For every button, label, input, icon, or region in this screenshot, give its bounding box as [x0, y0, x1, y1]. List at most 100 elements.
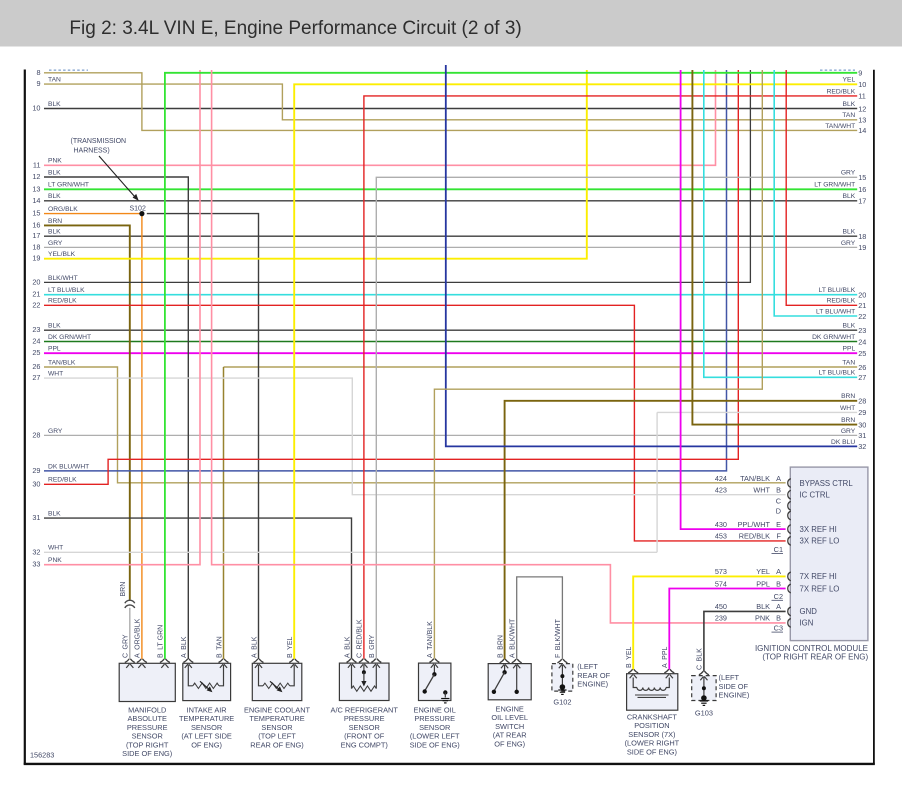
svg-text:BLK: BLK: [48, 169, 61, 176]
svg-text:B BRN: B BRN: [497, 635, 504, 658]
svg-text:18: 18: [32, 242, 40, 251]
svg-text:BLK: BLK: [756, 602, 770, 611]
svg-text:A BLK/WHT: A BLK/WHT: [510, 618, 517, 658]
svg-text:GRY: GRY: [841, 428, 856, 435]
svg-text:ENGINE): ENGINE): [577, 680, 608, 689]
svg-text:29: 29: [858, 408, 866, 417]
svg-text:3X REF HI: 3X REF HI: [800, 525, 837, 534]
svg-text:SENSOR: SENSOR: [419, 723, 450, 732]
svg-text:22: 22: [32, 300, 40, 309]
svg-text:13: 13: [858, 116, 866, 125]
svg-text:10: 10: [32, 104, 40, 113]
svg-text:PNK: PNK: [755, 614, 770, 623]
svg-text:27: 27: [858, 373, 866, 382]
svg-text:BLK: BLK: [48, 101, 61, 108]
svg-text:BLK: BLK: [843, 323, 856, 330]
svg-text:TAN: TAN: [842, 112, 855, 119]
svg-text:ABSOLUTE: ABSOLUTE: [127, 714, 166, 723]
svg-text:12: 12: [32, 172, 40, 181]
svg-text:RED/BLK: RED/BLK: [827, 88, 856, 95]
svg-text:LT GRN/WHT: LT GRN/WHT: [814, 182, 855, 189]
svg-text:TAN: TAN: [48, 77, 61, 84]
svg-text:14: 14: [858, 126, 866, 135]
svg-text:BLK: BLK: [843, 193, 856, 200]
svg-text:SIDE OF ENG): SIDE OF ENG): [122, 749, 172, 758]
svg-text:OIL LEVEL: OIL LEVEL: [491, 713, 528, 722]
svg-text:BLK: BLK: [843, 229, 856, 236]
svg-text:16: 16: [32, 220, 40, 229]
svg-text:F BLK/WHT: F BLK/WHT: [555, 618, 562, 658]
svg-text:(AT REAR: (AT REAR: [493, 731, 527, 740]
svg-text:9: 9: [858, 69, 862, 78]
svg-text:19: 19: [858, 243, 866, 252]
svg-text:11: 11: [858, 92, 866, 101]
svg-text:BLK: BLK: [48, 511, 61, 518]
svg-text:E: E: [776, 520, 781, 529]
svg-text:LT GRN/WHT: LT GRN/WHT: [48, 182, 89, 189]
svg-text:LT BLU/BLK: LT BLU/BLK: [48, 287, 85, 294]
svg-text:19: 19: [32, 254, 40, 263]
svg-text:SENSOR: SENSOR: [132, 732, 163, 741]
svg-text:8: 8: [36, 68, 40, 77]
svg-text:IC CTRL: IC CTRL: [800, 491, 831, 500]
svg-text:A: A: [776, 567, 781, 576]
svg-text:32: 32: [858, 442, 866, 451]
svg-text:C GRY: C GRY: [123, 634, 130, 658]
svg-text:C1: C1: [774, 545, 783, 554]
svg-text:SENSOR: SENSOR: [349, 723, 380, 732]
svg-text:SIDE OF: SIDE OF: [719, 682, 749, 691]
svg-text:G102: G102: [553, 698, 571, 707]
svg-text:16: 16: [858, 185, 866, 194]
svg-text:28: 28: [858, 397, 866, 406]
svg-text:INTAKE AIR: INTAKE AIR: [187, 706, 227, 715]
svg-text:REAR OF: REAR OF: [577, 671, 610, 680]
svg-text:MANIFOLD: MANIFOLD: [128, 706, 166, 715]
svg-text:BYPASS CTRL: BYPASS CTRL: [800, 479, 854, 488]
svg-text:ENGINE: ENGINE: [496, 705, 524, 714]
svg-text:RED/BLK: RED/BLK: [739, 532, 770, 541]
svg-text:G103: G103: [695, 709, 713, 718]
svg-text:PPL: PPL: [756, 579, 770, 588]
svg-text:IGN: IGN: [800, 619, 814, 628]
svg-text:YEL: YEL: [756, 567, 770, 576]
svg-text:SENSOR (7X): SENSOR (7X): [628, 730, 675, 739]
svg-text:450: 450: [715, 602, 727, 611]
svg-text:B YEL: B YEL: [626, 646, 633, 668]
svg-text:A/C REFRIGERANT: A/C REFRIGERANT: [331, 706, 399, 715]
svg-text:7X REF HI: 7X REF HI: [800, 572, 837, 581]
svg-text:22: 22: [858, 312, 866, 321]
svg-text:13: 13: [32, 184, 40, 193]
svg-text:F: F: [777, 532, 782, 541]
svg-text:21: 21: [32, 290, 40, 299]
svg-text:A BLK: A BLK: [251, 636, 258, 658]
svg-text:A PPL: A PPL: [662, 646, 669, 668]
svg-text:HARNESS): HARNESS): [74, 147, 110, 154]
svg-text:C2: C2: [774, 592, 783, 601]
svg-text:B: B: [776, 579, 781, 588]
svg-text:(LEFT: (LEFT: [577, 662, 598, 671]
svg-text:PPL: PPL: [48, 346, 61, 353]
svg-text:LT BLU/BLK: LT BLU/BLK: [819, 370, 856, 377]
svg-text:11: 11: [33, 160, 41, 169]
svg-text:14: 14: [32, 196, 40, 205]
svg-text:17: 17: [32, 231, 40, 240]
svg-text:(LEFT: (LEFT: [719, 673, 740, 682]
svg-text:ORG/BLK: ORG/BLK: [48, 206, 78, 213]
svg-text:PRESSURE: PRESSURE: [127, 723, 168, 732]
svg-text:453: 453: [715, 532, 727, 541]
svg-text:PRESSURE: PRESSURE: [414, 714, 455, 723]
svg-text:26: 26: [858, 363, 866, 372]
svg-text:OF ENG): OF ENG): [494, 739, 525, 748]
svg-text:C RED/BLK: C RED/BLK: [357, 619, 364, 658]
svg-text:GRY: GRY: [841, 170, 856, 177]
svg-text:DK GRN/WHT: DK GRN/WHT: [48, 334, 91, 341]
svg-text:574: 574: [715, 579, 727, 588]
svg-text:(FRONT OF: (FRONT OF: [344, 732, 385, 741]
svg-text:24: 24: [32, 337, 40, 346]
svg-text:A: A: [776, 602, 781, 611]
svg-text:BRN: BRN: [841, 417, 855, 424]
svg-text:B LT GRN: B LT GRN: [158, 625, 165, 658]
svg-text:A: A: [776, 474, 781, 483]
svg-text:YEL/BLK: YEL/BLK: [48, 251, 76, 258]
svg-text:(TOP LEFT: (TOP LEFT: [258, 732, 296, 741]
